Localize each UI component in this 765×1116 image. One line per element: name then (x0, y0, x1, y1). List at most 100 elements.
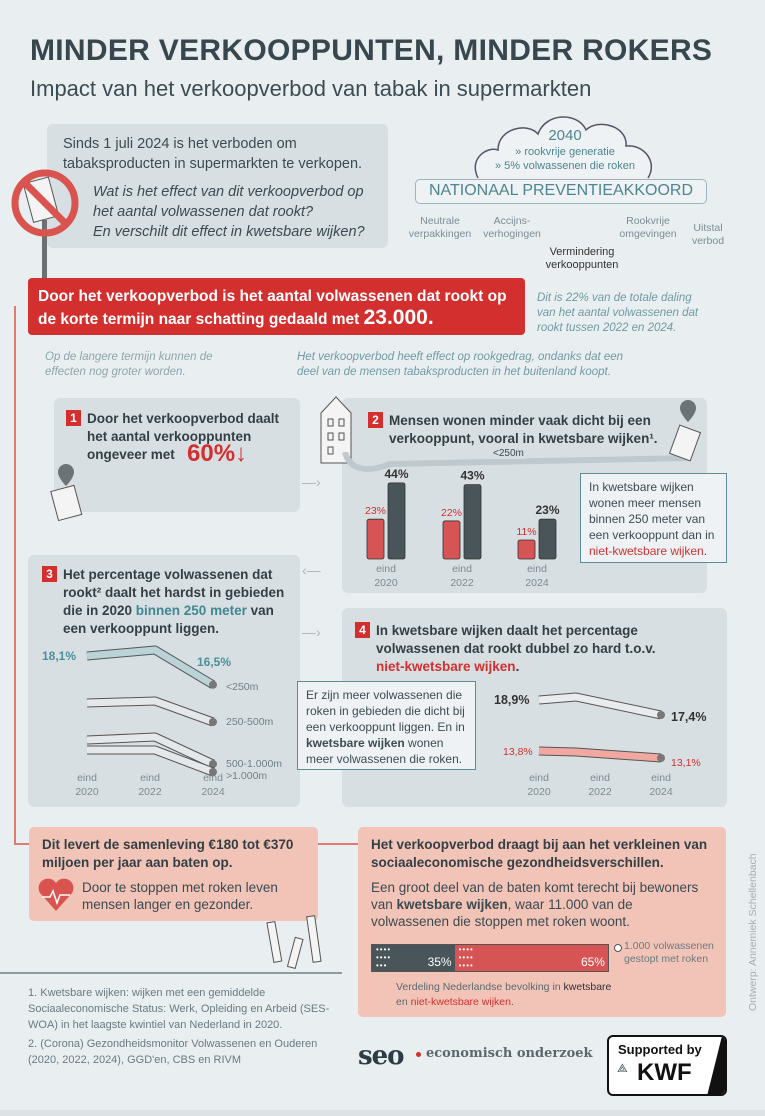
distance-line-chart: 18,1% 16,5% <250m 250-500m 500-1.000m>1.000m… (42, 645, 282, 798)
panel3-teal: binnen 250 meter (135, 603, 247, 618)
kwf-logo: Supported by ⟁ KWF (607, 1035, 727, 1096)
x-tick-label: eind (527, 563, 547, 575)
benefits-title: Dit levert de samenleving €180 tot €370 … (42, 837, 294, 870)
x-tick-label: eind (529, 772, 549, 784)
side-note: Dit is 22% van de totale daling van het … (537, 292, 699, 334)
panel4-text-part: In kwetsbare wijken daalt het percentage… (376, 623, 656, 656)
data-label: 17,4% (671, 710, 706, 724)
x-tick-label: 2022 (138, 786, 162, 798)
x-tick-label: 2024 (649, 786, 673, 798)
x-tick-label: 2024 (525, 577, 549, 589)
callout-text: wonen meer volwassenen die roken. (306, 736, 463, 766)
data-label: 18,9% (494, 693, 529, 707)
panel1-title: 1 Door het verkoopverbod daalt het aantal… (66, 410, 296, 464)
cigarette-line (87, 746, 215, 776)
cigarette-line (538, 747, 662, 762)
house-icon (320, 396, 352, 464)
connector-line (317, 843, 359, 845)
panel4-red: niet-kwetsbare wijken (376, 659, 516, 674)
people-dots-icon: •••• •••• •••• (458, 945, 474, 970)
x-tick-label: eind (140, 772, 160, 784)
bar-label: 44% (384, 467, 408, 481)
intro-statement: Sinds 1 juli 2024 is het verboden om tab… (63, 136, 363, 172)
panel3-text: Het percentage volwassenen dat rookt² da… (63, 566, 288, 638)
series-label: >1.000m (226, 770, 267, 782)
bar (366, 518, 385, 560)
x-tick-label: 2020 (374, 577, 398, 589)
benefits-box (29, 827, 318, 921)
banner-number: 23.000. (363, 306, 434, 329)
bar-label: 11% (516, 526, 536, 538)
vulnerable-line-chart: 18,9%17,4%13,8%13,1%eind2020eind2022eind… (494, 692, 706, 798)
outlet-decrease-value: 60%↓ (187, 440, 248, 467)
data-label: 13,8% (503, 746, 533, 758)
step-number: 4 (355, 622, 370, 638)
footnote: 2. (Corona) Gezondheidsmonitor Volwassen… (28, 1038, 318, 1066)
caption-text: . (511, 996, 514, 1008)
series-label: 500-1.000m (226, 758, 282, 770)
distance-label: <250m (491, 448, 526, 459)
arrow-right-icon: —› (302, 474, 321, 490)
share-other: •••• •••• •••• 65% (454, 945, 608, 971)
panel2-title: 2 Mensen wonen minder vaak dicht bij een … (368, 412, 668, 448)
panel4-title: 4 In kwetsbare wijken daalt het percentag… (355, 622, 675, 676)
arrow-right-icon: —› (302, 624, 321, 640)
panel1-text: Door het verkoopverbod daalt het aantal … (87, 411, 280, 462)
data-label: 13,1% (671, 757, 701, 769)
bar (517, 539, 536, 560)
cigarette-ash (209, 718, 217, 726)
cigarette-line (86, 697, 215, 726)
abroad-note: Het verkoopverbod heeft effect op rookge… (297, 351, 624, 378)
kwf-text: KWF (637, 1059, 692, 1086)
x-tick-label: eind (590, 772, 610, 784)
kwf-stripe (704, 1037, 725, 1094)
measure-label: Accijns-verhogingen (483, 215, 541, 240)
x-tick-label: eind (203, 772, 223, 784)
caption-red: niet-kwetsbare wijken (410, 996, 511, 1008)
intro-box: Sinds 1 juli 2024 is het verboden om tab… (47, 124, 388, 248)
bar-label: 23% (535, 503, 559, 517)
series-label: <250m (226, 681, 259, 693)
callout-text: . (703, 544, 708, 558)
no-cigarettes-sign-icon (11, 169, 79, 286)
key-finding-banner: Door het verkoopverbod is het aantal vol… (28, 278, 525, 335)
footnote: 1. Kwetsbare wijken: wijken met een gemi… (28, 987, 330, 1031)
cigarette-ash (657, 711, 665, 719)
cigarette-line (86, 733, 215, 768)
series-label: 250-500m (226, 716, 274, 728)
panel4-text-part: . (515, 659, 520, 674)
caption-text: Verdeling Nederlandse bevolking in (396, 981, 564, 993)
distance-bar-chart: 23% 44% eind 2020 22% 43% eind 2022 11% 23% eind 20… (365, 467, 560, 589)
cloud-icon (474, 116, 653, 179)
page-subtitle: Impact van het verkoopverbod van tabak i… (30, 76, 592, 101)
bar-label: 23% (365, 505, 386, 517)
panel2-text: Mensen wonen minder vaak dicht bij een v… (389, 413, 658, 446)
divider (0, 972, 342, 974)
kwf-supported-text: Supported by (618, 1042, 702, 1057)
kwf-emblem-icon: ⟁ (617, 1061, 628, 1075)
cigarette-pack-pin-icon (668, 400, 702, 462)
equity-text-part: Een groot deel van de baten komt terecht… (371, 880, 699, 912)
callout-text: In (589, 480, 603, 494)
equity-box (358, 827, 726, 1017)
data-label: 18,1% (42, 649, 76, 663)
accord-goal: » 5% volwassenen die roken (494, 160, 636, 172)
design-credit: Ontwerp: Annemiek Schellenbach (747, 853, 759, 1011)
x-tick-label: eind (376, 563, 396, 575)
equity-title: Het verkoopverbod draagt bij aan het ver… (371, 837, 708, 870)
caption-text: en (396, 996, 411, 1008)
x-tick-label: 2024 (201, 786, 225, 798)
bottom-strip (0, 1110, 765, 1116)
benefits-text: Door te stoppen met roken leven mensen l… (82, 880, 278, 912)
arrow-left-icon: ‹— (302, 562, 321, 578)
panel3-title: 3 Het percentage volwassenen dat rookt² d… (42, 566, 292, 638)
seo-logo-text: economisch onderzoek (426, 1046, 593, 1061)
population-share-bar: •••• •••• ••• 35% •••• •••• •••• 65% (371, 944, 609, 972)
bar (538, 518, 557, 560)
road-line (342, 452, 691, 472)
bar-label: 43% (460, 469, 484, 483)
panel-outlets (54, 398, 300, 512)
cigarette-ash (209, 760, 217, 768)
intro-question: Wat is het effect van dit verkoopverbod … (93, 184, 364, 220)
accord-year: 2040 (548, 127, 582, 144)
